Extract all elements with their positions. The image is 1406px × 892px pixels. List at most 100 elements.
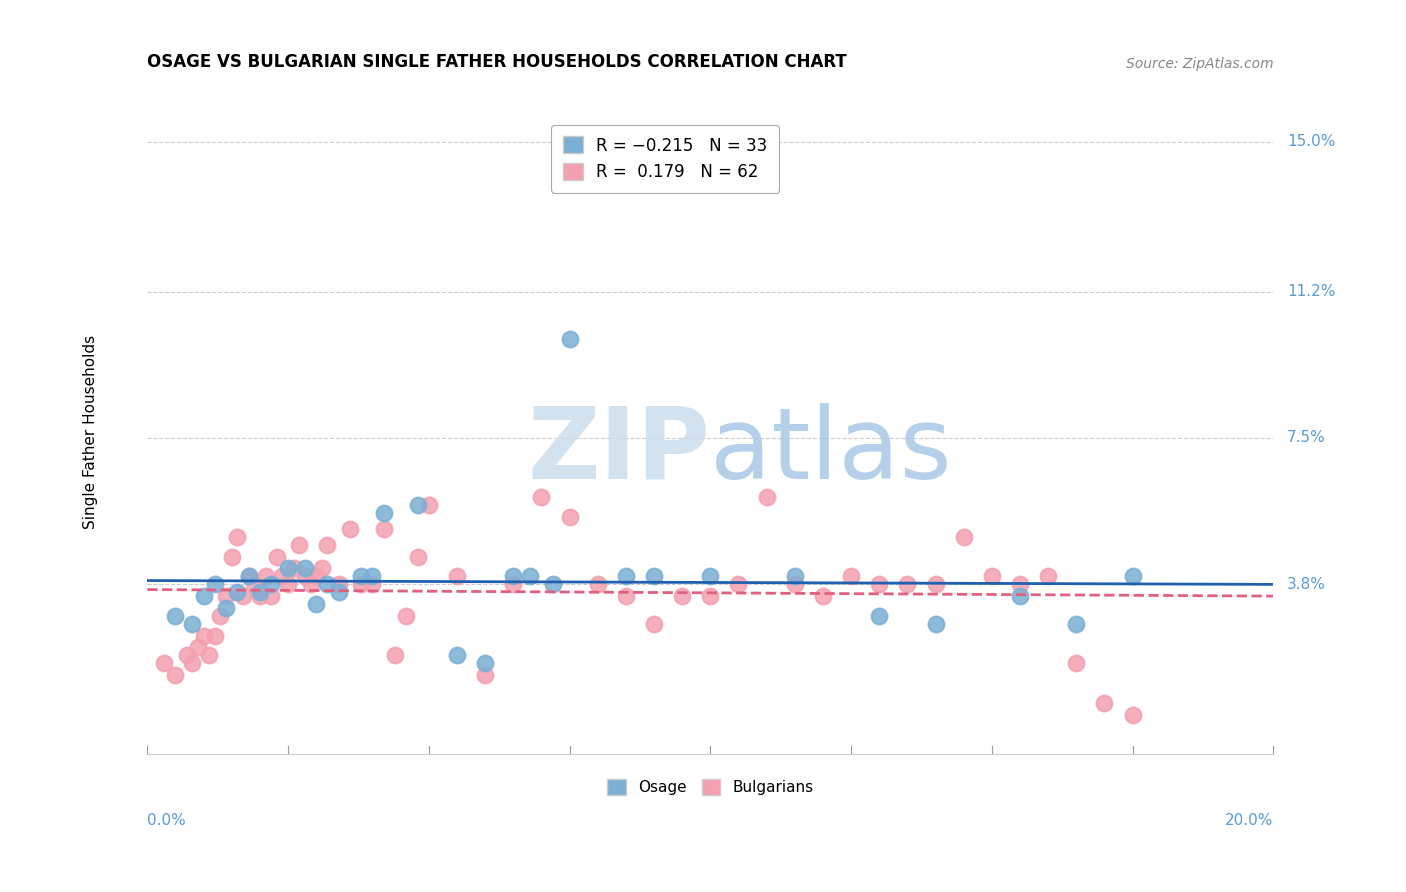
- Point: [193, 629, 215, 643]
- Point: [249, 589, 271, 603]
- Point: [519, 569, 541, 583]
- Legend: Osage, Bulgarians: Osage, Bulgarians: [598, 770, 823, 805]
- Point: [294, 569, 316, 583]
- Point: [193, 589, 215, 603]
- Point: [361, 577, 384, 591]
- Point: [1036, 569, 1059, 583]
- Point: [226, 530, 249, 544]
- Point: [350, 569, 373, 583]
- Point: [350, 577, 373, 591]
- Point: [558, 332, 581, 346]
- Point: [896, 577, 918, 591]
- Point: [839, 569, 862, 583]
- Point: [502, 577, 524, 591]
- Point: [699, 569, 721, 583]
- Point: [238, 569, 260, 583]
- Point: [328, 585, 350, 599]
- Point: [232, 589, 254, 603]
- Point: [316, 577, 339, 591]
- Point: [294, 561, 316, 575]
- Text: Single Father Households: Single Father Households: [83, 335, 98, 529]
- Point: [299, 577, 322, 591]
- Point: [446, 569, 468, 583]
- Point: [924, 616, 946, 631]
- Text: 11.2%: 11.2%: [1286, 285, 1336, 299]
- Point: [187, 640, 209, 655]
- Point: [614, 569, 637, 583]
- Point: [373, 506, 395, 520]
- Point: [1008, 577, 1031, 591]
- Point: [243, 577, 266, 591]
- Point: [215, 601, 238, 615]
- Point: [811, 589, 834, 603]
- Point: [165, 668, 187, 682]
- Point: [176, 648, 198, 663]
- Text: Source: ZipAtlas.com: Source: ZipAtlas.com: [1126, 57, 1274, 71]
- Point: [643, 616, 665, 631]
- Point: [277, 561, 299, 575]
- Point: [586, 577, 609, 591]
- Point: [260, 577, 283, 591]
- Point: [474, 657, 496, 671]
- Point: [361, 569, 384, 583]
- Point: [198, 648, 221, 663]
- Point: [1064, 616, 1087, 631]
- Text: OSAGE VS BULGARIAN SINGLE FATHER HOUSEHOLDS CORRELATION CHART: OSAGE VS BULGARIAN SINGLE FATHER HOUSEHO…: [148, 54, 846, 71]
- Point: [221, 549, 243, 564]
- Point: [339, 522, 361, 536]
- Text: 7.5%: 7.5%: [1286, 431, 1326, 445]
- Point: [254, 569, 277, 583]
- Point: [311, 561, 333, 575]
- Point: [418, 498, 440, 512]
- Point: [395, 608, 418, 623]
- Point: [277, 577, 299, 591]
- Point: [305, 597, 328, 611]
- Point: [541, 577, 564, 591]
- Text: 0.0%: 0.0%: [148, 814, 186, 829]
- Point: [1064, 657, 1087, 671]
- Point: [671, 589, 693, 603]
- Point: [474, 668, 496, 682]
- Point: [783, 569, 806, 583]
- Point: [260, 589, 283, 603]
- Point: [238, 569, 260, 583]
- Point: [558, 510, 581, 524]
- Point: [204, 577, 226, 591]
- Point: [283, 561, 305, 575]
- Point: [643, 569, 665, 583]
- Point: [727, 577, 749, 591]
- Point: [868, 608, 890, 623]
- Point: [406, 549, 429, 564]
- Point: [373, 522, 395, 536]
- Point: [614, 589, 637, 603]
- Point: [249, 585, 271, 599]
- Point: [153, 657, 176, 671]
- Point: [181, 657, 204, 671]
- Point: [406, 498, 429, 512]
- Point: [226, 585, 249, 599]
- Point: [980, 569, 1002, 583]
- Point: [181, 616, 204, 631]
- Text: 3.8%: 3.8%: [1286, 577, 1326, 591]
- Point: [209, 608, 232, 623]
- Point: [328, 577, 350, 591]
- Point: [502, 569, 524, 583]
- Point: [924, 577, 946, 591]
- Text: 15.0%: 15.0%: [1286, 134, 1336, 149]
- Point: [868, 577, 890, 591]
- Point: [699, 589, 721, 603]
- Point: [316, 538, 339, 552]
- Point: [165, 608, 187, 623]
- Text: atlas: atlas: [710, 403, 952, 500]
- Point: [204, 629, 226, 643]
- Point: [266, 549, 288, 564]
- Point: [446, 648, 468, 663]
- Point: [755, 490, 778, 504]
- Point: [1122, 707, 1144, 722]
- Point: [1092, 696, 1115, 710]
- Point: [288, 538, 311, 552]
- Point: [305, 569, 328, 583]
- Point: [215, 589, 238, 603]
- Text: ZIP: ZIP: [527, 403, 710, 500]
- Point: [530, 490, 553, 504]
